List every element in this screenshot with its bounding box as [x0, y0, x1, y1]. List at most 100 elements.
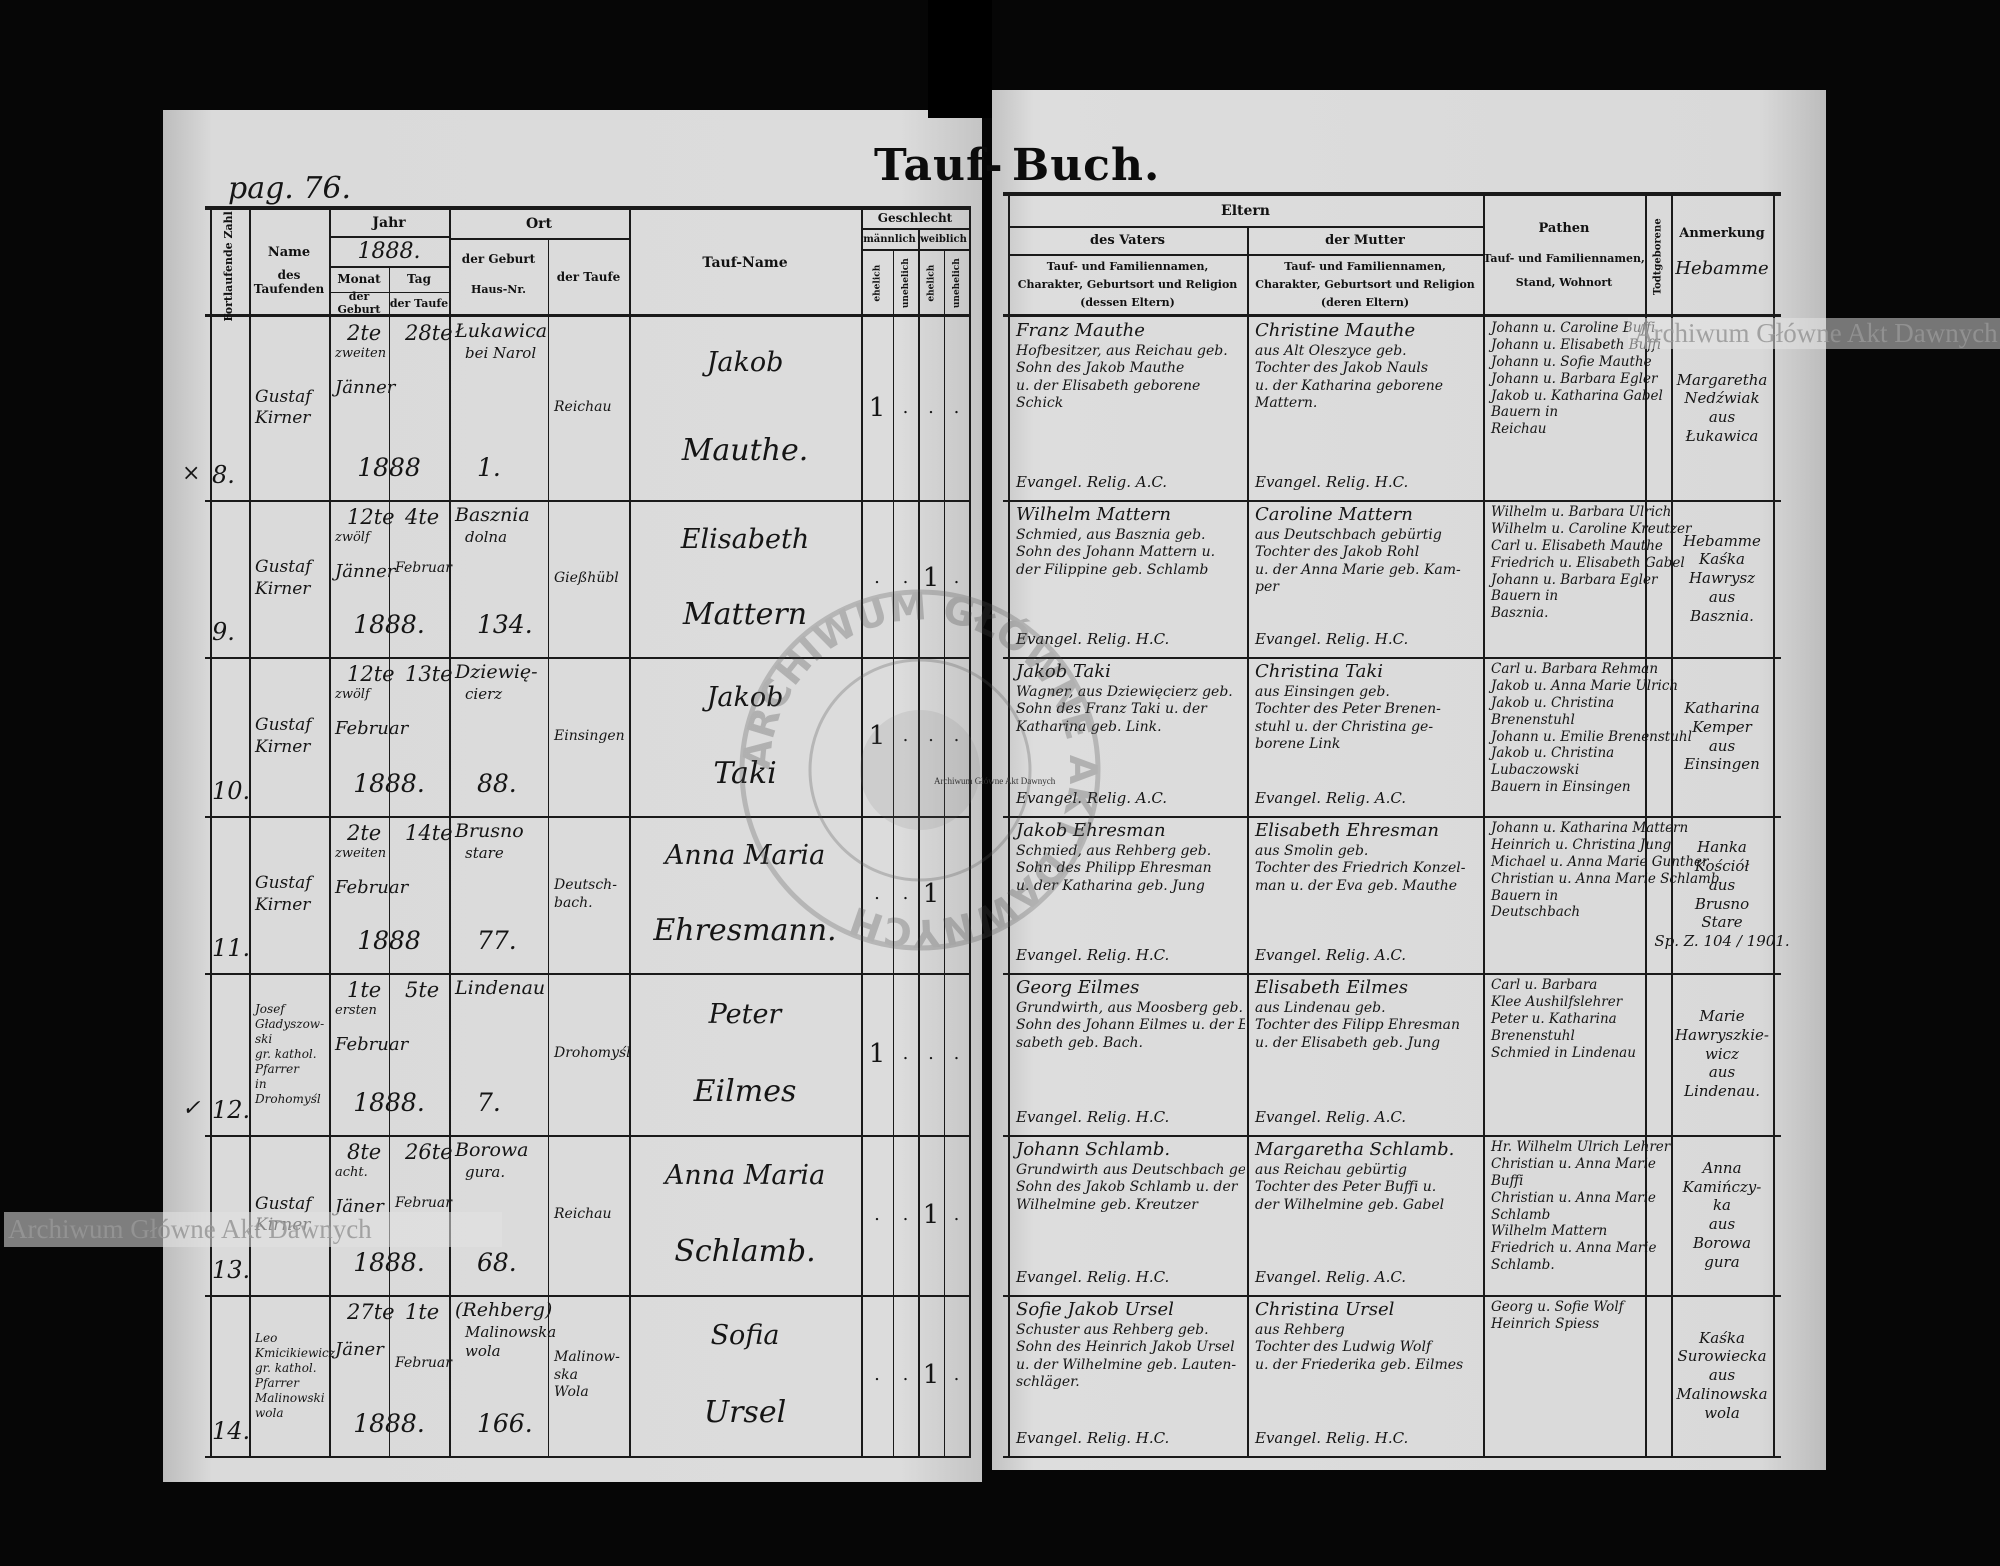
birth-place-line: gura.: [465, 1162, 506, 1181]
mother-line: Evangel. Relig. H.C.: [1255, 473, 1409, 492]
entry-number-text: 12.: [212, 1096, 251, 1124]
mother-line: Christine Mauthe: [1255, 320, 1416, 341]
sex-mark-cell: .: [861, 1135, 893, 1295]
godparent-line: Wilhelm u. Caroline Kreutzer: [1491, 520, 1692, 537]
header-haus-nr: Haus-Nr.: [449, 278, 548, 302]
birth-day: 12te: [347, 505, 395, 529]
birth-date-cell: 12te zwölf Jänner: [329, 500, 395, 607]
remark-line: Kaśka: [1699, 1328, 1745, 1347]
baptism-place-cell: Einsingen: [548, 657, 629, 816]
column-rule: [249, 208, 251, 1456]
remark-line: Hawryszkie-: [1675, 1025, 1769, 1044]
godparents-cell: Hr. Wilhelm Ulrich Lehrer Christian u. An…: [1485, 1135, 1670, 1295]
surname: Ehresmann.: [653, 913, 837, 949]
father-cell: Jakob Ehresman Schmied, aus Rehberg geb. S…: [1010, 816, 1245, 973]
header-fortlaufende-zahl-label: Fortlaufende Zahl: [222, 210, 236, 322]
header-name-label: Name: [267, 244, 311, 260]
birth-day: 8te: [347, 1140, 382, 1164]
house-number: 1.: [477, 453, 501, 482]
sex-mark-cell: 1: [918, 1135, 944, 1295]
officiant-line: Pfarrer: [255, 1061, 299, 1076]
mother-line: Mattern.: [1255, 395, 1318, 411]
baptism-place-line: Wola: [554, 1384, 589, 1401]
baptism-place-line: Reichau: [554, 1206, 612, 1223]
father-line: der Filippine geb. Schlamb: [1016, 561, 1209, 578]
sex-mark: .: [928, 725, 934, 748]
tauf-name-cell: Peter Eilmes: [629, 973, 861, 1135]
house-number: 7.: [477, 1088, 501, 1117]
godparent-line: Bauern in: [1491, 588, 1559, 605]
sex-mark-cell: 1: [861, 657, 893, 816]
header-eltern: Eltern: [1008, 196, 1483, 226]
sex-mark: .: [953, 1042, 960, 1064]
header-tauf-name-label: Tauf-Name: [702, 254, 788, 271]
header-vater-desc-label: Charakter, Geburtsort und Religion: [1017, 277, 1238, 291]
table-top-rule: [205, 206, 971, 210]
year: 1888.: [353, 769, 425, 798]
sex-mark-cell: 1: [861, 973, 893, 1135]
mother-line: aus Smolin geb.: [1255, 842, 1369, 859]
row-rule: [1003, 657, 1781, 659]
father-line: Evangel. Relig. H.C.: [1016, 946, 1170, 965]
officiant-cell: Leo Kmicikiewicz gr. kathol. Pfarrer Malinow…: [249, 1295, 335, 1456]
sex-mark: .: [902, 396, 909, 418]
tauf-name-cell: Jakob Taki: [629, 657, 861, 816]
house-number-cell: 166.: [449, 1408, 548, 1452]
header-monat-label: Monat: [337, 272, 381, 287]
father-line: Sofie Jakob Ursel: [1016, 1299, 1174, 1320]
header-todtgeborene-label: Todtgeborene: [1652, 218, 1664, 296]
sex-mark-cell: 1: [918, 816, 944, 973]
remark-line: Łukawica: [1685, 426, 1759, 445]
birth-place-line: dolna: [465, 527, 508, 546]
mother-cell: Elisabeth Eilmes aus Lindenau geb. Tochter…: [1249, 973, 1481, 1135]
house-number-cell: 77.: [449, 925, 548, 969]
birth-place-line: wola: [465, 1341, 501, 1360]
remark-line: aus: [1708, 587, 1736, 606]
entry-number: 14.: [212, 1416, 250, 1454]
header-des-vaters-label: des Vaters: [1090, 232, 1165, 248]
column-rule: [629, 208, 631, 1456]
mother-line: Evangel. Relig. A.C.: [1255, 946, 1407, 965]
sex-mark-cell: .: [893, 1135, 918, 1295]
row-rule: [205, 816, 971, 818]
header-pathen-label: Pathen: [1538, 220, 1590, 236]
baptism-place-line: Malinow-: [554, 1349, 620, 1366]
house-number-cell: 88.: [449, 768, 548, 812]
mother-line: aus Einsingen geb.: [1255, 683, 1390, 700]
header-mutter-desc-label: (deren Eltern): [1320, 295, 1410, 309]
header-ehelich: ehelich: [861, 252, 893, 314]
remark-line: Malinowska: [1676, 1384, 1768, 1403]
birth-place-line: (Rehberg): [455, 1299, 553, 1321]
officiant-line: Kirner: [255, 736, 311, 757]
remark-line: wola: [1704, 1403, 1740, 1422]
year-cell: 1888.: [329, 768, 449, 812]
remark-line: Margaretha: [1676, 370, 1768, 389]
father-line: Sohn des Heinrich Jakob Ursel: [1016, 1339, 1235, 1355]
godparent-line: Johann u. Elisabeth Buffi: [1491, 336, 1662, 353]
remark-cell: Kaśka Surowiecka aus Malinowska wola: [1671, 1295, 1773, 1456]
remark-line: Hebamme: [1683, 531, 1761, 550]
sex-mark: 1: [868, 1038, 886, 1069]
godparents-cell: Johann u. Caroline Buffi Johann u. Elisab…: [1485, 316, 1667, 500]
mother-line: Evangel. Relig. H.C.: [1255, 630, 1409, 649]
margin-mark-text: ×: [182, 461, 201, 486]
remark-line: ka: [1712, 1196, 1732, 1215]
entry-number-text: 13.: [212, 1256, 251, 1284]
sex-mark-cell: .: [944, 657, 969, 816]
officiant-cell: Josef Gładyszow-ski gr. kathol. Pfarrer in Dr…: [249, 973, 329, 1135]
birth-month: Jänner: [335, 376, 396, 398]
birth-place-cell: Brusno stare: [449, 816, 548, 973]
birth-date-cell: 2te zweiten Jänner: [329, 316, 396, 450]
mother-line: Margaretha Schlamb.: [1255, 1139, 1455, 1160]
column-rule: [944, 250, 945, 1456]
godparent-line: Johann u. Katharina Mattern: [1491, 820, 1689, 836]
surname: Schlamb.: [674, 1234, 816, 1270]
sex-mark: .: [953, 1364, 960, 1386]
entry-number-text: 10.: [212, 777, 251, 805]
remark-line: Lindenau.: [1684, 1082, 1760, 1101]
father-line: Sohn des Jakob Mauthe: [1016, 360, 1185, 376]
birth-place-cell: Lindenau: [449, 973, 548, 1135]
header-fortlaufende-zahl: Fortlaufende Zahl: [210, 211, 249, 321]
